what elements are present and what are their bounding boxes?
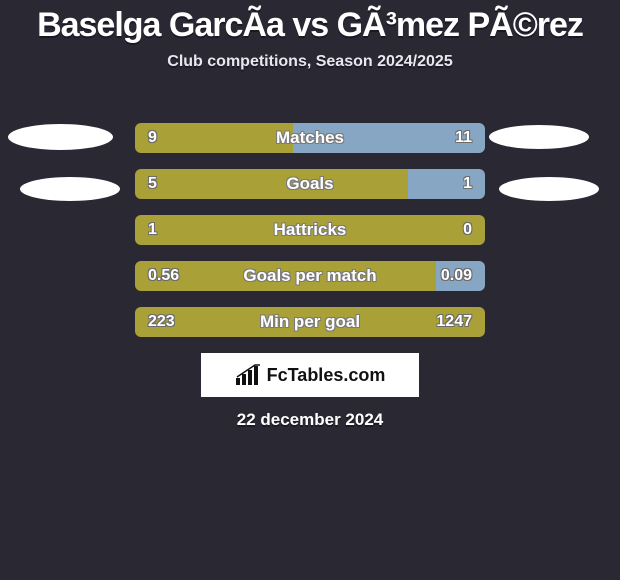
- page-title: Baselga GarcÃ­a vs GÃ³mez PÃ©rez: [0, 0, 620, 45]
- player-left-ellipse: [8, 124, 113, 150]
- stat-label: Min per goal: [135, 307, 485, 337]
- value-left: 1: [148, 215, 157, 245]
- value-right: 1: [463, 169, 472, 199]
- subtitle: Club competitions, Season 2024/2025: [0, 53, 620, 71]
- stat-label: Matches: [135, 123, 485, 153]
- stat-label: Goals: [135, 169, 485, 199]
- value-left: 223: [148, 307, 175, 337]
- player-right-ellipse: [499, 177, 599, 201]
- bars-icon: [235, 364, 261, 386]
- branding-box: FcTables.com: [201, 353, 419, 397]
- player-right-ellipse: [489, 125, 589, 149]
- value-left: 5: [148, 169, 157, 199]
- stat-label: Hattricks: [135, 215, 485, 245]
- stat-row: Goals per match0.56 0.09: [0, 261, 620, 291]
- value-right: 11: [455, 123, 472, 153]
- value-right: 0: [463, 215, 472, 245]
- value-left: 0.56: [148, 261, 179, 291]
- stat-row: Min per goal223 1247: [0, 307, 620, 337]
- stat-label: Goals per match: [135, 261, 485, 291]
- value-left: 9: [148, 123, 157, 153]
- figure-root: Baselga GarcÃ­a vs GÃ³mez PÃ©rez Club co…: [0, 0, 620, 580]
- stat-row: Hattricks1 0: [0, 215, 620, 245]
- player-left-ellipse: [20, 177, 120, 201]
- value-right: 0.09: [441, 261, 472, 291]
- branding-text: FcTables.com: [267, 365, 386, 386]
- date-text: 22 december 2024: [0, 410, 620, 430]
- value-right: 1247: [436, 307, 472, 337]
